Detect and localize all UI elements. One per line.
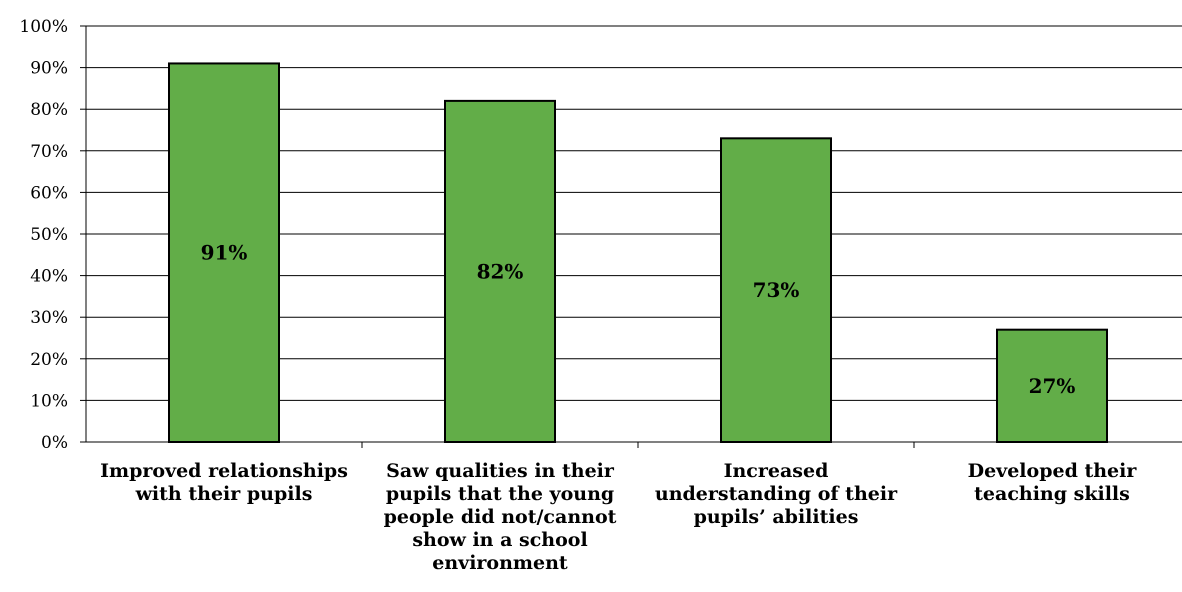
x-category-label-4: Developed their teaching skills (968, 460, 1138, 505)
bar-4 (996, 328, 1108, 443)
x-category-label-2: Saw qualities in their pupils that the yo… (384, 460, 617, 574)
y-tick-label-0: 0% (41, 433, 68, 453)
y-tick-label-20: 20% (30, 350, 68, 370)
x-category-label-1: Improved relationships with their pupils (100, 460, 348, 505)
y-tick-label-10: 10% (30, 391, 68, 411)
x-category-label-3: Increased understanding of their pupils’ a… (655, 460, 898, 528)
y-tick-label-60: 60% (30, 183, 68, 203)
y-tick-label-100: 100% (19, 17, 68, 37)
y-tick-label-80: 80% (30, 100, 68, 120)
y-axis-tick-labels: 0% 10% 20% 30% 40% 50% 60% 70% 80% 90% 100% (19, 17, 68, 453)
bar-1 (168, 62, 280, 443)
y-tick-label-90: 90% (30, 59, 68, 79)
axes (80, 25, 1182, 448)
y-tick-label-70: 70% (30, 142, 68, 162)
data-label-3: 73% (753, 278, 800, 302)
bar-2 (444, 99, 556, 443)
data-labels: 91% 82% 73% 27% (201, 241, 1076, 398)
data-label-2: 82% (477, 259, 524, 283)
y-tick-label-30: 30% (30, 308, 68, 328)
data-label-1: 91% (201, 241, 248, 265)
bars (168, 62, 1108, 443)
y-tick-label-50: 50% (30, 225, 68, 245)
data-label-4: 27% (1029, 374, 1076, 398)
x-axis-category-labels: Improved relationships with their pupils S… (100, 460, 1137, 574)
y-tick-label-40: 40% (30, 267, 68, 287)
